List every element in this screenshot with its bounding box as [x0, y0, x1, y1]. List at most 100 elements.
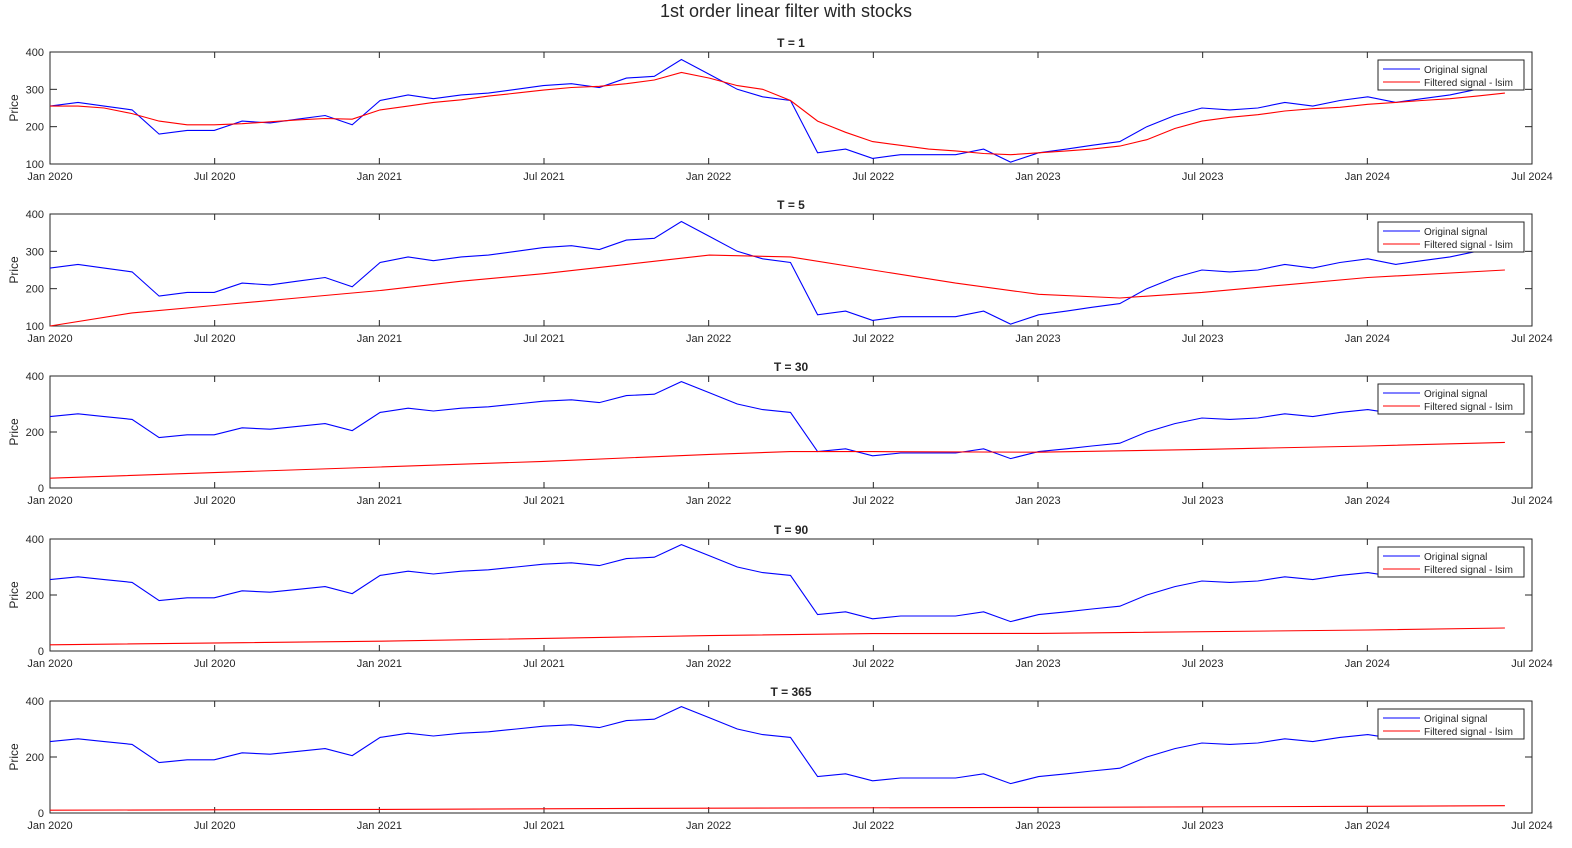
- x-tick-label: Jul 2023: [1182, 333, 1224, 345]
- x-tick-label: Jan 2023: [1015, 658, 1060, 670]
- original-signal-line: [49, 381, 1505, 460]
- subplot-1: T = 1 Price Jan 2020 Jul 2020 Jan 2021 Jul 20…: [7, 36, 1553, 183]
- legend: Original signal Filtered signal - lsim: [1377, 221, 1525, 253]
- x-tick-label: Jul 2022: [853, 658, 895, 670]
- y-axis-label: Price: [7, 418, 21, 446]
- x-tick-label: Jul 2023: [1182, 820, 1224, 832]
- x-tick-label: Jul 2022: [853, 333, 895, 345]
- y-tick-label: 200: [26, 122, 44, 134]
- figure-title: 1st order linear filter with stocks: [659, 1, 913, 21]
- legend-entry: Filtered signal - lsim: [1424, 565, 1513, 576]
- legend: Original signal Filtered signal - lsim: [1377, 383, 1525, 415]
- y-axis-label: Price: [7, 743, 21, 771]
- axes-box: [49, 213, 1533, 327]
- legend-box: [1377, 59, 1525, 91]
- filtered-signal-line: [50, 71, 1505, 156]
- y-tick-label: 400: [26, 371, 44, 383]
- x-tick-label: Jul 2024: [1511, 171, 1553, 183]
- legend-entry: Original signal: [1424, 227, 1487, 238]
- x-tick-label: Jan 2020: [27, 820, 72, 832]
- x-tick-label: Jan 2024: [1345, 333, 1390, 345]
- y-tick-label: 200: [26, 284, 44, 296]
- subplot-title: T = 1: [777, 36, 805, 50]
- subplot-title: T = 5: [777, 198, 805, 212]
- x-tick-label: Jan 2024: [1345, 495, 1390, 507]
- legend-entry: Original signal: [1424, 65, 1487, 76]
- y-tick-label: 0: [38, 483, 44, 495]
- x-tick-label: Jul 2020: [194, 820, 236, 832]
- legend-entry: Original signal: [1424, 714, 1487, 725]
- x-tick-label: Jan 2021: [357, 820, 402, 832]
- x-tick-label: Jul 2021: [523, 658, 565, 670]
- x-tick-label: Jul 2023: [1182, 658, 1224, 670]
- subplot-2: T = 5 Price Jan 2020 Jul 2020 Jan 2021 Jul 20…: [7, 198, 1553, 345]
- y-tick-label: 300: [26, 246, 44, 258]
- filtered-signal-line: [49, 627, 1505, 646]
- axes-box: [49, 51, 1533, 165]
- legend: Original signal Filtered signal - lsim: [1377, 708, 1525, 740]
- x-tick-label: Jan 2021: [357, 171, 402, 183]
- legend: Original signal Filtered signal - lsim: [1377, 59, 1525, 91]
- x-tick-label: Jan 2022: [686, 333, 731, 345]
- legend-box: [1377, 221, 1525, 253]
- x-tick-label: Jul 2021: [523, 495, 565, 507]
- y-tick-label: 0: [38, 808, 44, 820]
- x-tick-label: Jul 2020: [194, 495, 236, 507]
- x-tick-label: Jan 2024: [1345, 658, 1390, 670]
- legend-entry: Filtered signal - lsim: [1424, 240, 1513, 251]
- x-tick-label: Jul 2021: [523, 171, 565, 183]
- filtered-signal-line: [49, 254, 1505, 327]
- x-tick-label: Jul 2022: [853, 495, 895, 507]
- x-tick-label: Jan 2024: [1345, 820, 1390, 832]
- x-tick-label: Jul 2024: [1511, 495, 1553, 507]
- y-tick-label: 200: [26, 590, 44, 602]
- y-tick-label: 100: [26, 321, 44, 333]
- axes-box: [49, 700, 1533, 814]
- x-tick-label: Jul 2024: [1511, 333, 1553, 345]
- x-tick-label: Jul 2020: [194, 171, 236, 183]
- y-tick-label: 300: [26, 84, 44, 96]
- subplot-title: T = 365: [770, 685, 811, 699]
- x-tick-label: Jan 2022: [686, 658, 731, 670]
- original-signal-line: [49, 220, 1505, 325]
- legend-entry: Filtered signal - lsim: [1424, 402, 1513, 413]
- y-tick-label: 400: [26, 534, 44, 546]
- subplot-title: T = 90: [774, 523, 809, 537]
- x-tick-label: Jan 2020: [27, 171, 72, 183]
- y-tick-label: 0: [38, 646, 44, 658]
- subplot-5: T = 365 Price Jan 2020 Jul 2020 Jan 2021 Jul …: [7, 685, 1553, 832]
- original-signal-line: [49, 706, 1505, 785]
- filtered-signal-line: [49, 441, 1505, 479]
- x-tick-label: Jul 2023: [1182, 171, 1224, 183]
- subplot-title: T = 30: [774, 360, 809, 374]
- x-tick-label: Jul 2023: [1182, 495, 1224, 507]
- x-tick-label: Jul 2020: [194, 333, 236, 345]
- x-tick-label: Jan 2020: [27, 333, 72, 345]
- x-tick-label: Jan 2020: [27, 495, 72, 507]
- x-tick-label: Jan 2024: [1345, 171, 1390, 183]
- x-tick-label: Jan 2021: [357, 658, 402, 670]
- legend-entry: Original signal: [1424, 389, 1487, 400]
- legend-entry: Filtered signal - lsim: [1424, 78, 1513, 89]
- x-tick-label: Jul 2021: [523, 333, 565, 345]
- original-signal-line: [49, 544, 1505, 623]
- x-tick-label: Jan 2020: [27, 658, 72, 670]
- x-tick-label: Jan 2021: [357, 495, 402, 507]
- legend-entry: Filtered signal - lsim: [1424, 727, 1513, 738]
- subplot-4: T = 90 Price Jan 2020 Jul 2020 Jan 2021 Jul 2…: [7, 523, 1553, 670]
- x-tick-label: Jan 2022: [686, 820, 731, 832]
- y-tick-label: 200: [26, 427, 44, 439]
- y-axis-label: Price: [7, 94, 21, 122]
- x-tick-label: Jan 2021: [357, 333, 402, 345]
- y-tick-label: 400: [26, 47, 44, 59]
- x-tick-label: Jan 2023: [1015, 333, 1060, 345]
- x-tick-label: Jan 2023: [1015, 820, 1060, 832]
- y-tick-label: 400: [26, 696, 44, 708]
- x-tick-label: Jul 2022: [853, 820, 895, 832]
- filtered-signal-line: [49, 805, 1505, 811]
- x-tick-label: Jan 2023: [1015, 495, 1060, 507]
- y-tick-label: 100: [26, 159, 44, 171]
- x-tick-label: Jul 2024: [1511, 820, 1553, 832]
